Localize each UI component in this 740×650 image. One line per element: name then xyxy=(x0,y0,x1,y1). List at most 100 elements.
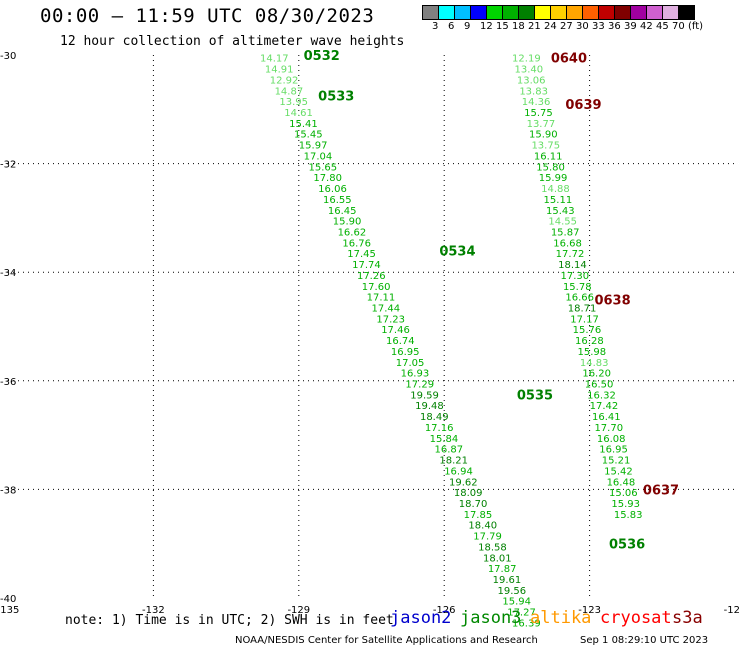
swh-point-label: 15.97 xyxy=(299,141,328,152)
swh-point-label: 16.87 xyxy=(435,445,464,456)
swh-point-label: 16.93 xyxy=(401,369,430,380)
y-tick-label: -34 xyxy=(0,268,16,279)
swh-point-label: 17.27 xyxy=(507,608,536,619)
x-tick-label: -126 xyxy=(433,605,456,616)
swh-point-label: 13.77 xyxy=(527,119,556,130)
swh-point-label: 17.16 xyxy=(425,423,454,434)
swh-point-label: 16.95 xyxy=(599,445,628,456)
swh-point-label: 13.95 xyxy=(279,97,308,108)
swh-point-label: 15.90 xyxy=(529,130,558,141)
swh-point-label: 16.08 xyxy=(597,434,626,445)
swh-point-label: 14.87 xyxy=(275,86,304,97)
swh-point-label: 18.71 xyxy=(568,303,597,314)
swh-point-label: 15.75 xyxy=(524,108,553,119)
legend-label: 70 xyxy=(672,21,685,32)
swh-point-label: 15.87 xyxy=(551,227,580,238)
swh-point-label: 17.87 xyxy=(488,564,517,575)
satellite-altika: altika xyxy=(530,608,592,628)
swh-point-label: 15.99 xyxy=(539,173,568,184)
color-legend xyxy=(422,5,695,20)
satellite-jason3: jason3 xyxy=(460,608,522,628)
swh-point-label: 19.59 xyxy=(410,390,439,401)
swh-point-label: 17.72 xyxy=(556,249,585,260)
track-time-label: 0640 xyxy=(551,52,587,67)
swh-point-label: 18.70 xyxy=(459,499,488,510)
satellite-cryosat: cryosat xyxy=(600,608,672,628)
legend-label: 6 xyxy=(448,21,455,32)
swh-point-label: 15.94 xyxy=(502,597,531,608)
y-tick-label: -38 xyxy=(0,485,16,496)
swh-point-label: 15.78 xyxy=(563,282,592,293)
swh-point-label: 16.32 xyxy=(587,390,616,401)
swh-point-label: 14.88 xyxy=(541,184,570,195)
chart-subtitle: 12 hour collection of altimeter wave hei… xyxy=(60,34,405,49)
swh-point-label: 14.61 xyxy=(284,108,313,119)
swh-point-label: 16.76 xyxy=(342,238,371,249)
swh-point-label: 15.65 xyxy=(308,162,337,173)
swh-point-label: 19.62 xyxy=(449,477,478,488)
satellite-s3a: s3a xyxy=(672,608,703,628)
legend-label: 24 xyxy=(544,21,557,32)
swh-point-label: 16.95 xyxy=(391,347,420,358)
legend-swatch xyxy=(678,5,695,20)
swh-point-label: 16.68 xyxy=(553,238,582,249)
x-tick-label: -132 xyxy=(142,605,165,616)
swh-point-label: 17.60 xyxy=(362,282,391,293)
swh-point-label: 17.46 xyxy=(381,325,410,336)
swh-point-label: 15.42 xyxy=(604,466,633,477)
swh-point-label: 14.91 xyxy=(265,65,294,76)
x-tick-label: -135 xyxy=(0,605,19,616)
legend-label: 30 xyxy=(576,21,589,32)
swh-point-label: 16.50 xyxy=(585,380,614,391)
swh-point-label: 16.41 xyxy=(592,412,621,423)
swh-point-label: 16.66 xyxy=(565,293,594,304)
swh-point-label: 15.11 xyxy=(544,195,573,206)
legend-label: 33 xyxy=(592,21,605,32)
swh-point-label: 16.48 xyxy=(607,477,636,488)
legend-label: (ft) xyxy=(688,21,704,32)
swh-point-label: 17.30 xyxy=(561,271,590,282)
legend-label: 15 xyxy=(496,21,509,32)
swh-point-label: 15.93 xyxy=(611,499,640,510)
swh-point-label: 19.61 xyxy=(493,575,522,586)
swh-point-label: 17.79 xyxy=(473,532,502,543)
track-time-label: 0534 xyxy=(439,244,475,259)
swh-point-label: 16.06 xyxy=(318,184,347,195)
swh-point-label: 16.74 xyxy=(386,336,415,347)
track-time-label: 0535 xyxy=(517,388,553,403)
swh-point-label: 17.11 xyxy=(367,293,396,304)
swh-point-label: 14.83 xyxy=(580,358,609,369)
swh-point-label: 17.29 xyxy=(405,380,434,391)
satellite-jason2: jason2 xyxy=(390,608,452,628)
legend-label: 27 xyxy=(560,21,573,32)
swh-point-label: 15.43 xyxy=(546,206,575,217)
swh-point-label: 16.45 xyxy=(328,206,357,217)
swh-point-label: 15.76 xyxy=(573,325,602,336)
swh-point-label: 17.80 xyxy=(313,173,342,184)
swh-point-label: 17.17 xyxy=(570,314,599,325)
track-time-label: 0532 xyxy=(304,49,340,64)
legend-label: 3 xyxy=(432,21,439,32)
swh-point-label: 15.83 xyxy=(614,510,643,521)
swh-point-label: 17.05 xyxy=(396,358,425,369)
swh-point-label: 18.49 xyxy=(420,412,449,423)
swh-point-label: 15.45 xyxy=(294,130,323,141)
x-tick-label: -129 xyxy=(287,605,310,616)
swh-point-label: 18.09 xyxy=(454,488,483,499)
swh-point-label: 18.40 xyxy=(468,521,497,532)
track-time-label: 0536 xyxy=(609,538,645,553)
swh-point-label: 17.45 xyxy=(347,249,376,260)
legend-label: 9 xyxy=(464,21,471,32)
legend-label: 42 xyxy=(640,21,653,32)
swh-point-label: 15.84 xyxy=(430,434,459,445)
swh-point-label: 13.75 xyxy=(531,141,560,152)
legend-label: 18 xyxy=(512,21,525,32)
legend-label: 21 xyxy=(528,21,541,32)
swh-point-label: 16.11 xyxy=(534,151,563,162)
swh-point-label: 17.85 xyxy=(464,510,493,521)
swh-point-label: 17.23 xyxy=(376,314,405,325)
swh-point-label: 18.21 xyxy=(439,456,468,467)
swh-point-label: 14.55 xyxy=(548,217,577,228)
swh-point-label: 13.06 xyxy=(517,75,546,86)
